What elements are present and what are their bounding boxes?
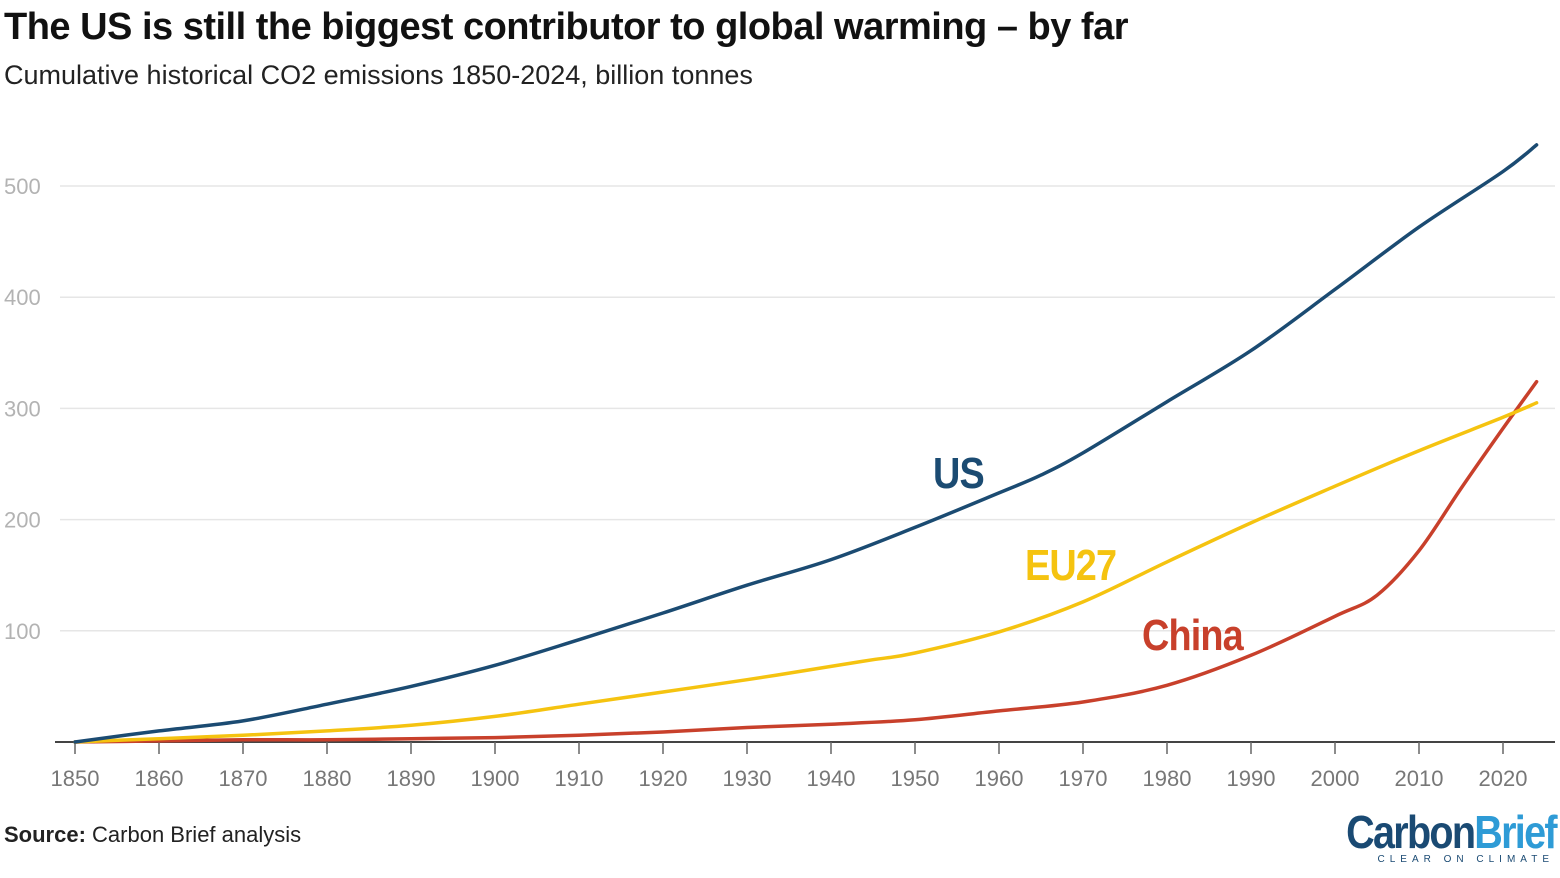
y-tick-label: 400 bbox=[4, 285, 41, 310]
source-text: Carbon Brief analysis bbox=[85, 822, 302, 847]
x-tick-label: 2010 bbox=[1395, 766, 1444, 791]
logo-brief-text: Brief bbox=[1474, 806, 1557, 858]
x-tick-label: 2020 bbox=[1479, 766, 1528, 791]
series-line-us bbox=[73, 143, 1539, 744]
logo-tagline: CLEAR ON CLIMATE bbox=[1377, 854, 1554, 865]
x-tick-label: 1920 bbox=[639, 766, 688, 791]
series-label-china: China bbox=[1142, 610, 1245, 659]
chart-title: The US is still the biggest contributor … bbox=[4, 6, 1129, 48]
x-tick-label: 1950 bbox=[891, 766, 940, 791]
series-lines bbox=[73, 143, 1539, 744]
logo-carbon-text: Carbon bbox=[1346, 806, 1476, 858]
series-label-eu27: EU27 bbox=[1025, 540, 1116, 589]
x-tick-label: 1980 bbox=[1143, 766, 1192, 791]
series-labels: US EU27 China bbox=[933, 448, 1246, 659]
y-axis-ticks: 100 200 300 400 500 bbox=[4, 174, 41, 644]
source-note: Source: Carbon Brief analysis bbox=[4, 822, 301, 848]
x-tick-label: 1960 bbox=[975, 766, 1024, 791]
source-label: Source: bbox=[4, 822, 86, 847]
y-tick-label: 500 bbox=[4, 174, 41, 199]
x-tick-label: 1890 bbox=[387, 766, 436, 791]
x-tick-label: 1990 bbox=[1227, 766, 1276, 791]
x-tick-label: 1880 bbox=[303, 766, 352, 791]
y-tick-label: 300 bbox=[4, 396, 41, 421]
chart-subtitle: Cumulative historical CO2 emissions 1850… bbox=[4, 60, 753, 90]
gridlines bbox=[60, 185, 1555, 632]
x-tick-label: 1860 bbox=[135, 766, 184, 791]
x-tick-label: 1870 bbox=[219, 766, 268, 791]
x-tick-label: 2000 bbox=[1311, 766, 1360, 791]
x-tick-label: 1900 bbox=[471, 766, 520, 791]
series-line-china bbox=[73, 379, 1539, 744]
series-label-us: US bbox=[933, 448, 984, 497]
x-tick-label: 1930 bbox=[723, 766, 772, 791]
x-tick-label: 1970 bbox=[1059, 766, 1108, 791]
series-line-eu27 bbox=[73, 401, 1539, 744]
x-axis: 1850 1860 1870 1880 1890 1900 1910 1920 1930 1940… bbox=[51, 741, 1555, 791]
y-tick-label: 100 bbox=[4, 619, 41, 644]
x-tick-label: 1940 bbox=[807, 766, 856, 791]
logo-wordmark: CarbonBrief bbox=[1346, 806, 1557, 858]
x-tick-label: 1850 bbox=[51, 766, 100, 791]
carbon-brief-logo[interactable]: CarbonBrief CLEAR ON CLIMATE bbox=[1312, 806, 1557, 865]
x-tick-label: 1910 bbox=[555, 766, 604, 791]
y-tick-label: 200 bbox=[4, 508, 41, 533]
